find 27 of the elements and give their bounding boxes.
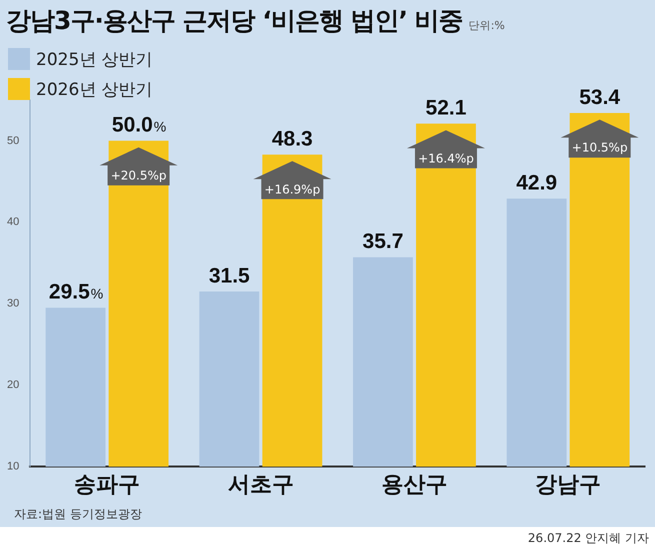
chart-title: 강남3구·용산구 근저당 ‘비은행 법인’ 비중 (6, 6, 463, 35)
legend-label: 2025년 상반기 (35, 48, 153, 72)
annotation: +16.4%p (418, 151, 474, 166)
annotation: +20.5%p (110, 168, 166, 182)
data-label: 48.3 (272, 128, 313, 151)
data-label: 53.4 (579, 86, 620, 110)
x-tick-label: 용산구 (381, 472, 448, 498)
chart-subtitle: 단위:% (468, 19, 505, 32)
x-tick-label: 송파구 (74, 472, 140, 498)
annotation: +16.9%p (264, 182, 320, 196)
y-tick-label: 30 (6, 298, 20, 310)
annotation: +10.5%p (572, 140, 628, 155)
data-label: 50.0% (112, 114, 166, 137)
y-tick-label: 10 (6, 460, 20, 473)
text: 26.07.22 안지혜 기자 (528, 530, 649, 547)
data-label: 31.5 (208, 264, 250, 288)
data-label: 29.5% (48, 280, 104, 304)
data-label: 52.1 (426, 96, 467, 120)
x-tick-label: 서초구 (228, 472, 294, 498)
legend-label: 2026년 상반기 (35, 78, 153, 102)
y-tick-label: 20 (6, 379, 20, 392)
y-tick-label: 40 (6, 216, 20, 228)
text: 자료:법원 등기정보광장 (14, 506, 142, 523)
data-label: 42.9 (516, 172, 558, 195)
x-tick-label: 강남구 (535, 472, 602, 498)
data-label: 35.7 (362, 230, 404, 254)
y-tick-label: 50 (6, 134, 20, 147)
